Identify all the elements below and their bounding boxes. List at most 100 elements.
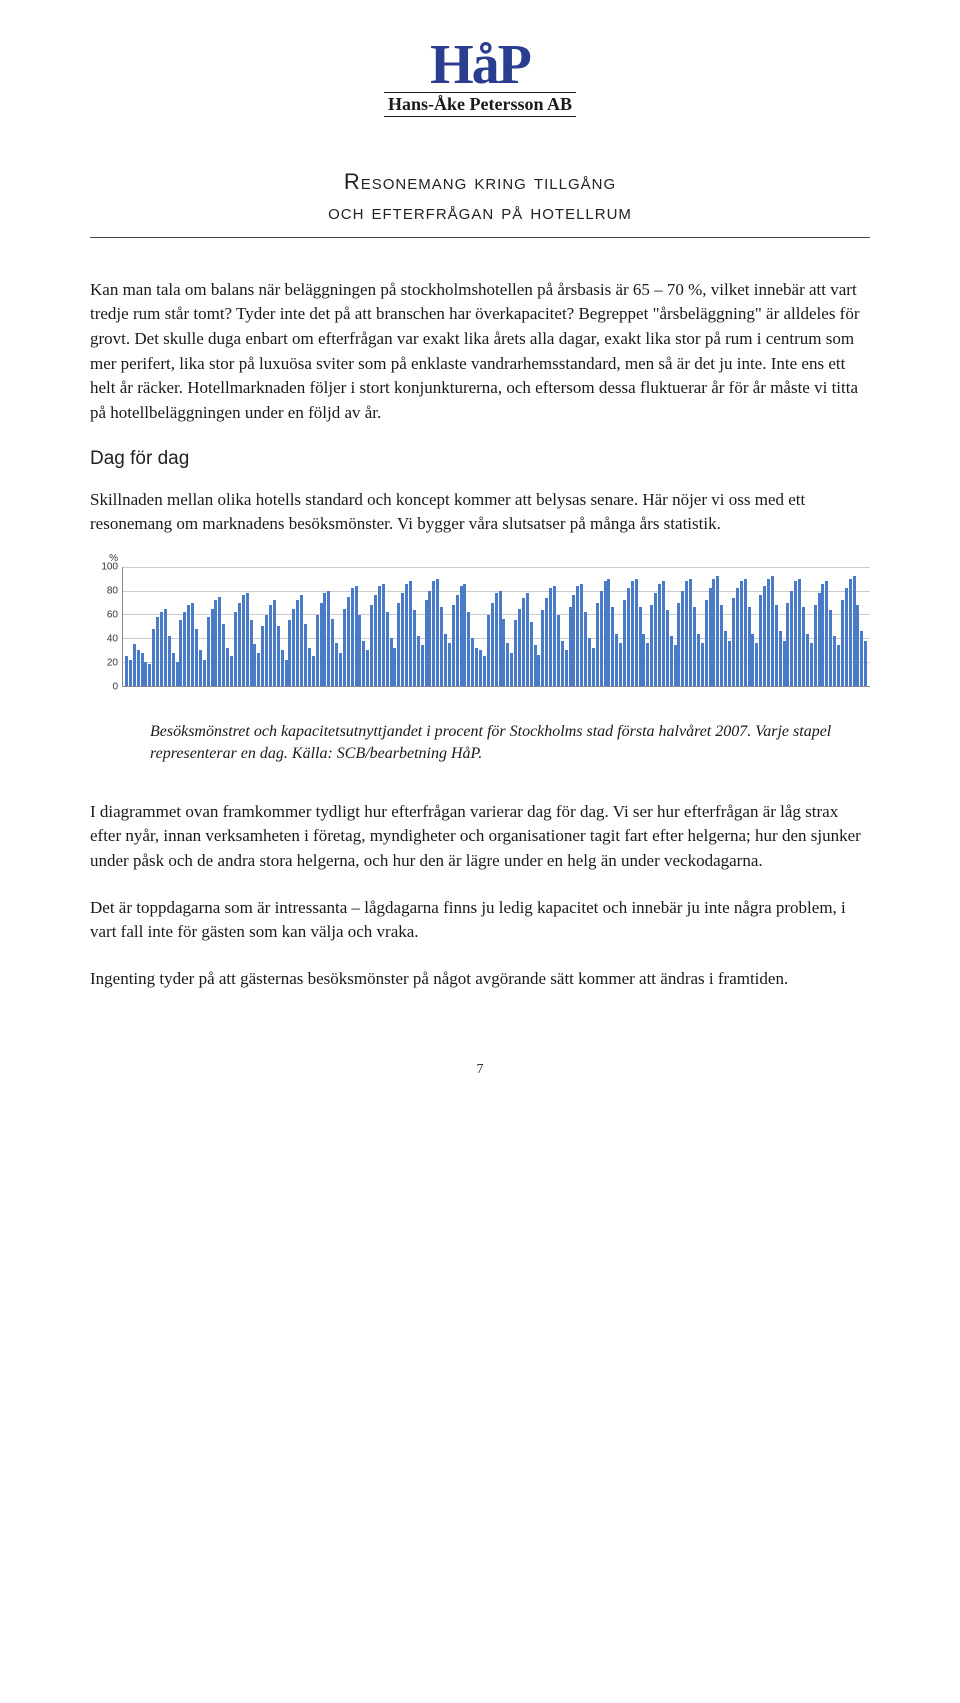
y-tick-label: 80 xyxy=(107,585,118,596)
bar xyxy=(382,584,385,686)
bar xyxy=(588,638,591,686)
bar xyxy=(339,653,342,686)
bar xyxy=(709,588,712,686)
bar xyxy=(755,643,758,686)
bar xyxy=(825,581,828,686)
bar xyxy=(273,600,276,686)
bar xyxy=(775,605,778,686)
bar xyxy=(705,600,708,686)
bar xyxy=(576,586,579,686)
bar xyxy=(864,641,867,686)
bar xyxy=(304,624,307,686)
bar xyxy=(308,648,311,686)
bar xyxy=(246,593,249,686)
bar xyxy=(261,626,264,686)
analysis-paragraph-2: Det är toppdagarna som är intressanta – … xyxy=(90,896,870,945)
y-tick-label: 40 xyxy=(107,633,118,644)
bar xyxy=(386,612,389,686)
bar xyxy=(160,612,163,686)
bar xyxy=(238,603,241,686)
bar xyxy=(592,648,595,686)
bar xyxy=(845,588,848,686)
bar xyxy=(783,641,786,686)
bar xyxy=(374,595,377,685)
bar xyxy=(277,626,280,686)
bar xyxy=(646,643,649,686)
bar xyxy=(417,636,420,686)
bar xyxy=(856,605,859,686)
bar xyxy=(712,579,715,686)
bar xyxy=(818,593,821,686)
chart-bars xyxy=(125,567,868,686)
bar xyxy=(191,603,194,686)
bar xyxy=(265,615,268,686)
bar xyxy=(281,650,284,686)
bar xyxy=(736,588,739,686)
bar xyxy=(179,620,182,685)
bar xyxy=(444,634,447,686)
bar xyxy=(234,612,237,686)
bar xyxy=(316,615,319,686)
analysis-paragraph-1: I diagrammet ovan framkommer tydligt hur… xyxy=(90,800,870,874)
bar xyxy=(666,610,669,686)
bar xyxy=(537,655,540,686)
bar xyxy=(580,584,583,686)
bar xyxy=(242,595,245,685)
bar xyxy=(440,607,443,686)
bar xyxy=(829,610,832,686)
bar xyxy=(335,643,338,686)
bar xyxy=(642,634,645,686)
chart-plot-area xyxy=(122,567,870,687)
bar xyxy=(207,617,210,686)
bar xyxy=(716,576,719,685)
bar xyxy=(152,629,155,686)
bar xyxy=(164,609,167,686)
bar xyxy=(763,586,766,686)
bar xyxy=(168,636,171,686)
bar xyxy=(253,644,256,686)
bar xyxy=(677,603,680,686)
bar xyxy=(230,656,233,686)
bar xyxy=(658,584,661,686)
bar xyxy=(425,600,428,686)
bar xyxy=(631,581,634,686)
bar xyxy=(463,584,466,686)
bar xyxy=(296,600,299,686)
bar xyxy=(467,612,470,686)
bar xyxy=(487,615,490,686)
bar xyxy=(732,598,735,686)
bar xyxy=(557,615,560,686)
bar xyxy=(452,605,455,686)
bar xyxy=(195,629,198,686)
bar xyxy=(522,598,525,686)
bar xyxy=(137,650,140,686)
bar xyxy=(748,607,751,686)
bar xyxy=(767,579,770,686)
page-title: Resonemang kring tillgång och efterfråga… xyxy=(90,167,870,226)
bar xyxy=(156,617,159,686)
bar xyxy=(362,641,365,686)
y-tick-label: 60 xyxy=(107,609,118,620)
bar xyxy=(327,591,330,686)
bar xyxy=(390,638,393,686)
bar xyxy=(483,656,486,686)
bar xyxy=(129,660,132,686)
bar xyxy=(518,609,521,686)
page-number: 7 xyxy=(90,1062,870,1078)
bar xyxy=(292,609,295,686)
bar xyxy=(806,634,809,686)
bar xyxy=(187,605,190,686)
bar xyxy=(428,591,431,686)
bar xyxy=(619,643,622,686)
bar xyxy=(604,581,607,686)
section-heading: Dag för dag xyxy=(90,448,870,470)
bar xyxy=(211,609,214,686)
bar xyxy=(662,581,665,686)
chart-caption: Besöksmönstret och kapacitetsutnyttjande… xyxy=(150,721,870,766)
bar xyxy=(436,579,439,686)
bar xyxy=(701,643,704,686)
bar xyxy=(635,579,638,686)
bar xyxy=(545,598,548,686)
bar xyxy=(432,581,435,686)
bar xyxy=(214,600,217,686)
